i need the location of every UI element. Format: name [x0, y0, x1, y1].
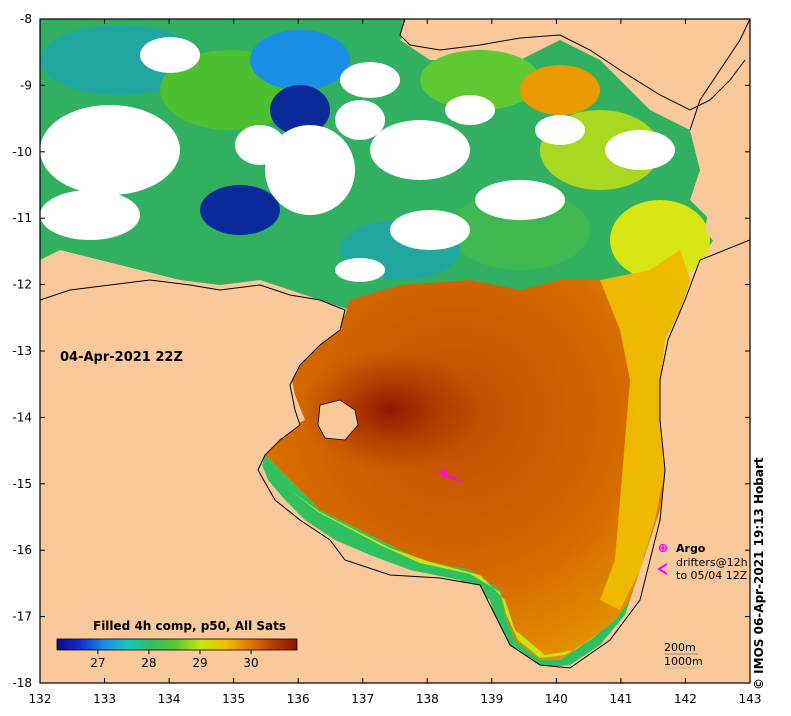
y-tick-label: -13 [12, 344, 32, 358]
x-tick-label: 143 [739, 692, 762, 706]
arrowhead-icon [657, 563, 668, 575]
x-tick-label: 142 [674, 692, 697, 706]
depth-contour-legend: 200m 1000m [664, 641, 703, 669]
x-tick-label: 138 [416, 692, 439, 706]
x-tick-label: 135 [222, 692, 245, 706]
colorbar-tick-label: 29 [192, 656, 207, 670]
argo-label: Argo [676, 542, 706, 555]
colorbar-tick-label: 27 [90, 656, 105, 670]
y-tick-label: -15 [12, 477, 32, 491]
colorbar-title: Filled 4h comp, p50, All Sats [93, 619, 286, 633]
gulf-south-shore [262, 455, 630, 668]
x-tick-label: 137 [351, 692, 374, 706]
x-tick-label: 134 [158, 692, 181, 706]
y-tick-label: -11 [12, 211, 32, 225]
y-tick-label: -16 [12, 543, 32, 557]
arrowhead-icon [440, 469, 447, 478]
x-tick-label: 133 [93, 692, 116, 706]
y-tick-label: -8 [20, 12, 32, 26]
y-tick-label: -14 [12, 410, 32, 424]
land-top-end [40, 240, 750, 683]
x-axis-labels: 132 133 134 135 136 137 138 139 140 141 142 143 [29, 692, 762, 706]
drifters-period-label: to 05/04 12Z [676, 569, 748, 582]
x-tick-label: 136 [287, 692, 310, 706]
x-tick-label: 132 [29, 692, 52, 706]
timestamp-label: 04-Apr-2021 22Z [60, 350, 183, 365]
y-tick-label: -12 [12, 278, 32, 292]
x-tick-label: 139 [480, 692, 503, 706]
colorbar-tick-label: 30 [243, 656, 258, 670]
depth-1000m-label: 1000m [664, 655, 703, 668]
y-tick-label: -9 [20, 78, 32, 92]
x-tick-label: 141 [609, 692, 632, 706]
y-tick-label: -10 [12, 145, 32, 159]
drifters-label: drifters@12h [676, 556, 748, 569]
tick-marks [39, 18, 751, 684]
x-tick-label: 140 [545, 692, 568, 706]
legend: Argo drifters@12h to 05/04 12Z [657, 542, 748, 582]
colorbar-ticks: 27 28 29 30 [90, 650, 259, 670]
coastlines [40, 19, 750, 669]
credit-text: © IMOS 06-Apr-2021 19:13 Hobart [752, 457, 766, 690]
colorbar: Filled 4h comp, p50, All Sats 27 28 29 30 [56, 619, 298, 670]
land-groote-eylandt [317, 399, 359, 441]
y-axis-labels: -8 -9 -10 -11 -12 -13 -14 -15 -16 -17 -18 [12, 12, 32, 690]
colorbar-bar [56, 638, 298, 651]
map-plot [40, 19, 750, 683]
gulf-east-yellow [600, 250, 690, 610]
land-new-guinea [400, 19, 750, 110]
y-tick-label: -17 [12, 610, 32, 624]
drifter-track [439, 469, 461, 482]
depth-200m-label: 200m [664, 641, 696, 654]
cloud-gaps [40, 37, 675, 282]
y-tick-label: -18 [12, 676, 32, 690]
colorbar-tick-label: 28 [141, 656, 156, 670]
land-cape-york [690, 19, 750, 260]
circle-asterisk-icon [658, 543, 668, 553]
